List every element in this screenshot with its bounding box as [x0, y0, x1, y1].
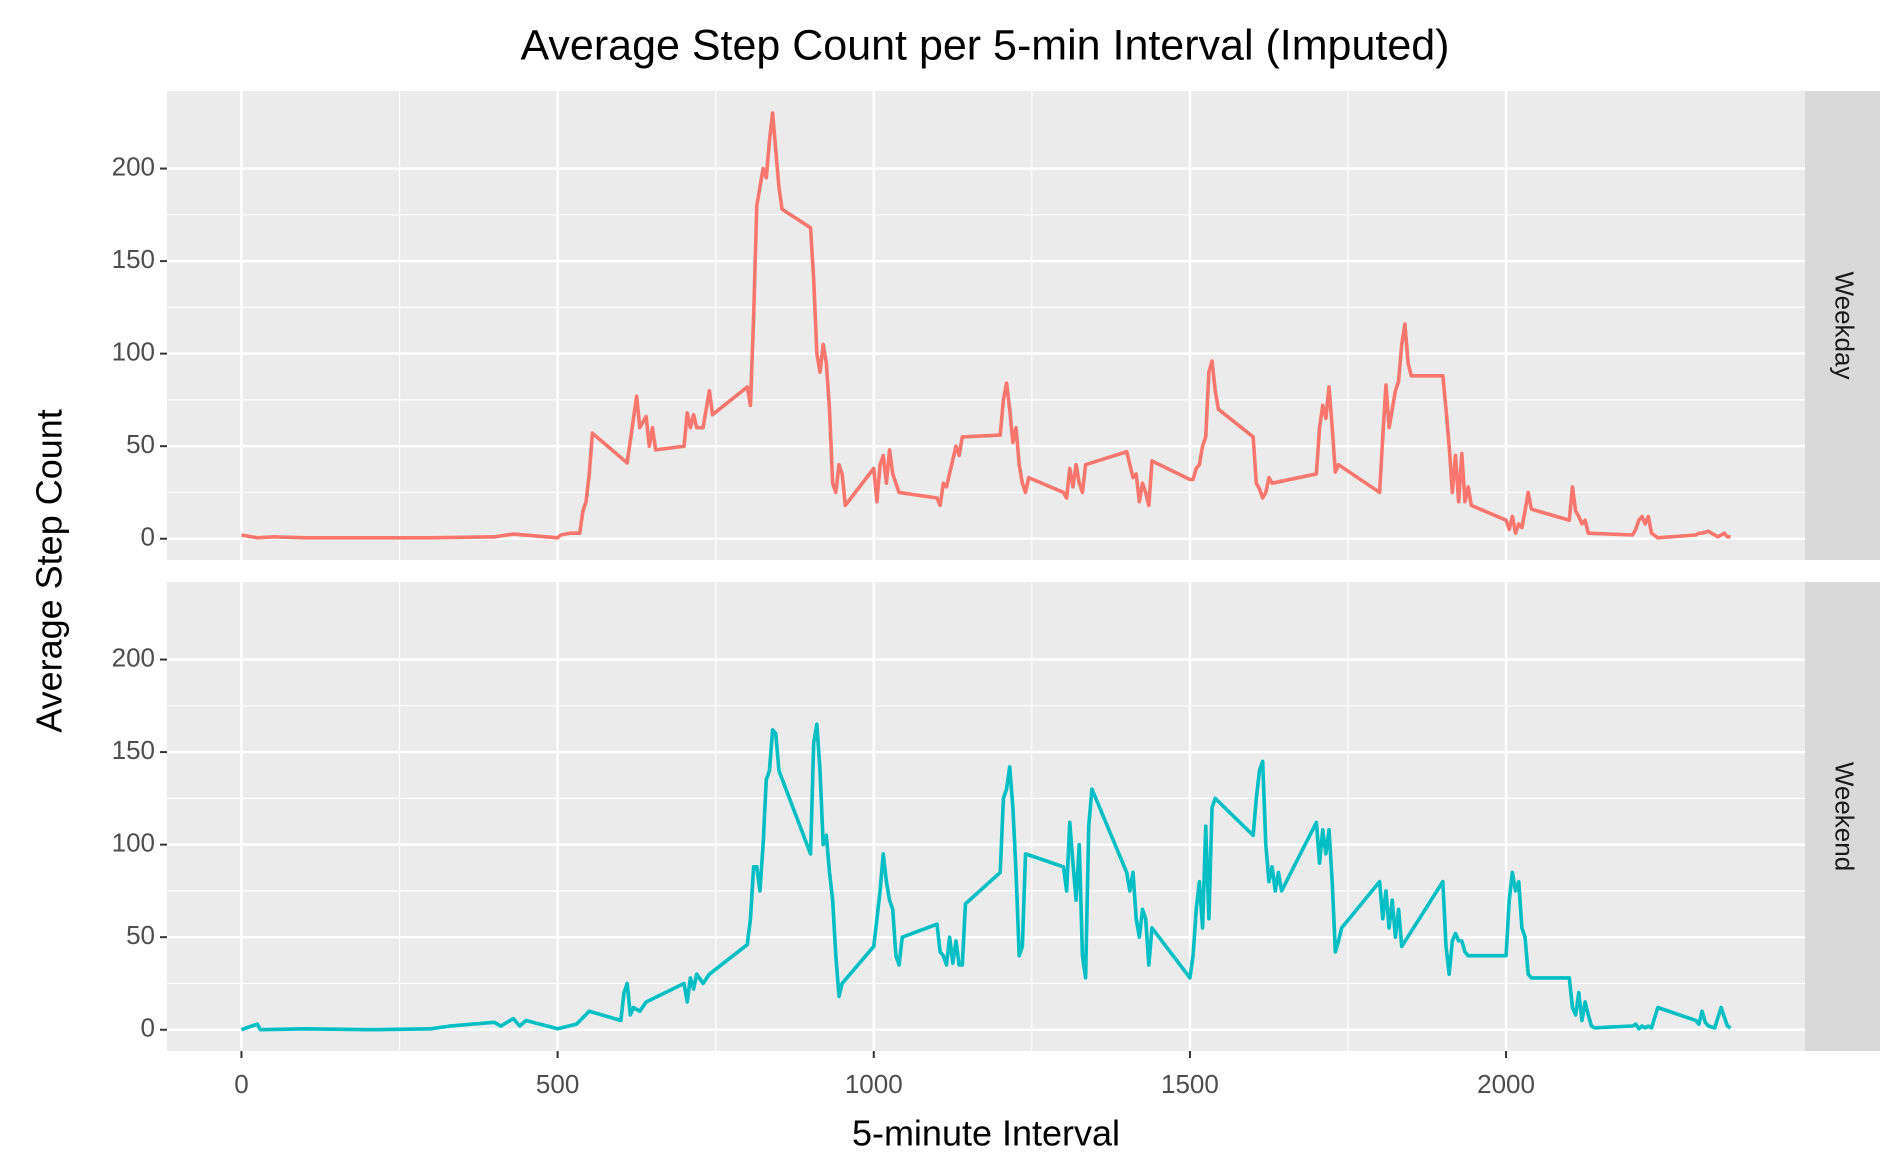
y-tick-label: 100: [112, 337, 155, 367]
y-tick-label: 150: [112, 244, 155, 274]
data-line: [240, 722, 1732, 1032]
y-tick-label: 0: [141, 1013, 155, 1043]
chart-title: Average Step Count per 5-min Interval (I…: [521, 21, 1450, 69]
x-tick-label: 500: [536, 1069, 579, 1099]
strip-label: Weekend: [1830, 762, 1860, 871]
y-tick-label: 50: [126, 920, 155, 950]
x-axis-title: 5-minute Interval: [852, 1113, 1120, 1154]
strip-background: [1805, 582, 1880, 1051]
panel-background: [167, 91, 1805, 560]
y-axis-title: Average Step Count: [29, 409, 70, 733]
x-tick-label: 1500: [1161, 1069, 1219, 1099]
strip-background: [1805, 91, 1880, 560]
strip-label: Weekday: [1830, 272, 1860, 380]
panel-background: [167, 582, 1805, 1051]
y-tick-label: 200: [112, 151, 155, 181]
data-line: [241, 111, 1731, 540]
y-tick-label: 50: [126, 429, 155, 459]
x-tick-label: 2000: [1477, 1069, 1535, 1099]
x-tick-label: 1000: [845, 1069, 903, 1099]
y-tick-label: 100: [112, 828, 155, 858]
y-tick-label: 0: [141, 522, 155, 552]
y-tick-label: 200: [112, 642, 155, 672]
y-tick-label: 150: [112, 735, 155, 765]
x-tick-label: 0: [234, 1069, 248, 1099]
